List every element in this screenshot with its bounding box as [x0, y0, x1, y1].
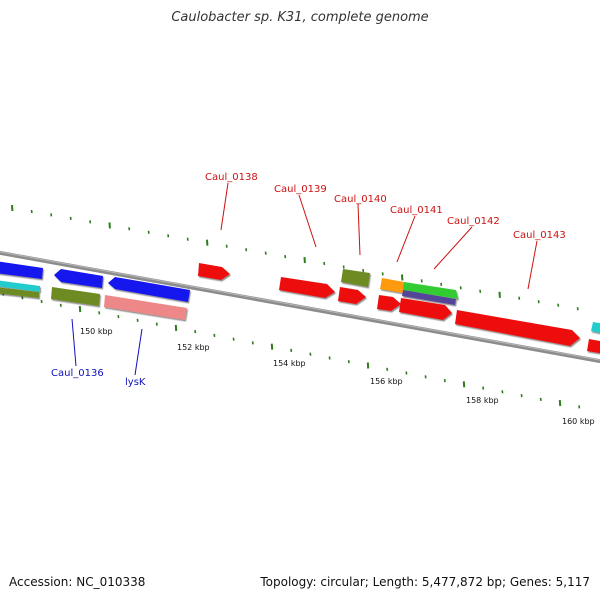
leader-lysK [134, 328, 143, 376]
leader-lines [71, 182, 538, 376]
gene-label-caul0143: Caul_0143 [513, 230, 566, 241]
leader-caul0139 [298, 194, 317, 248]
feature-orange-caul0141 [380, 278, 404, 293]
feature-olive-caul0136 [51, 287, 100, 306]
feature-cyan-left [0, 280, 40, 292]
leader-caul0138 [220, 182, 229, 231]
feature-blue-reverse-1 [54, 269, 103, 288]
ticks-lower [2, 292, 581, 409]
scale-label-152: 152 kbp [177, 343, 210, 352]
genome-info-text: Topology: circular; Length: 5,477,872 bp… [260, 575, 590, 589]
leader-caul0142 [433, 226, 473, 270]
scale-label-156: 156 kbp [370, 377, 403, 386]
feature-red-4 [399, 298, 452, 320]
gene-label-lysk: lysK [125, 377, 146, 388]
scale-label-154: 154 kbp [273, 359, 306, 368]
feature-red-caul0138 [198, 263, 230, 280]
leader-caul0143 [527, 240, 538, 290]
scale-label-150: 150 kbp [80, 327, 113, 336]
leader-caul0136 [71, 318, 77, 367]
scale-label-158: 158 kbp [466, 396, 499, 405]
gene-labels: Caul_0138 Caul_0139 Caul_0140 Caul_0141 … [51, 172, 566, 388]
gene-label-caul0142: Caul_0142 [447, 216, 500, 227]
map-title: Caulobacter sp. K31, complete genome [171, 10, 429, 25]
gene-label-caul0140: Caul_0140 [334, 194, 387, 205]
gene-label-caul0141: Caul_0141 [390, 205, 443, 216]
feature-red-3 [377, 295, 401, 311]
feature-green-caul0142 [403, 282, 458, 299]
feature-olive-left [0, 287, 39, 298]
feature-cyan-right [591, 322, 600, 333]
feature-red-right [587, 339, 600, 354]
feature-red-2 [338, 287, 366, 304]
feature-olive-caul0140 [341, 269, 370, 287]
feature-blue-lysK [108, 277, 190, 302]
feature-red-caul0139 [279, 277, 335, 298]
backbone-highlight [0, 251, 600, 361]
backbone [0, 250, 600, 364]
gene-label-caul0138: Caul_0138 [205, 172, 258, 183]
accession-text: Accession: NC_010338 [9, 575, 146, 589]
feature-blue-left [0, 261, 43, 279]
ticks-upper [11, 204, 579, 311]
feature-red-caul0143 [455, 310, 580, 346]
scale-labels: 150 kbp 152 kbp 154 kbp 156 kbp 158 kbp … [80, 327, 595, 426]
gene-label-caul0136: Caul_0136 [51, 368, 104, 379]
feature-purple [402, 290, 456, 305]
feature-pink [104, 295, 187, 320]
gene-label-caul0139: Caul_0139 [274, 184, 327, 195]
features [0, 261, 600, 354]
backbone-line [0, 250, 600, 364]
scale-label-160: 160 kbp [562, 417, 595, 426]
leader-caul0140 [357, 203, 361, 256]
leader-caul0141 [396, 215, 416, 263]
